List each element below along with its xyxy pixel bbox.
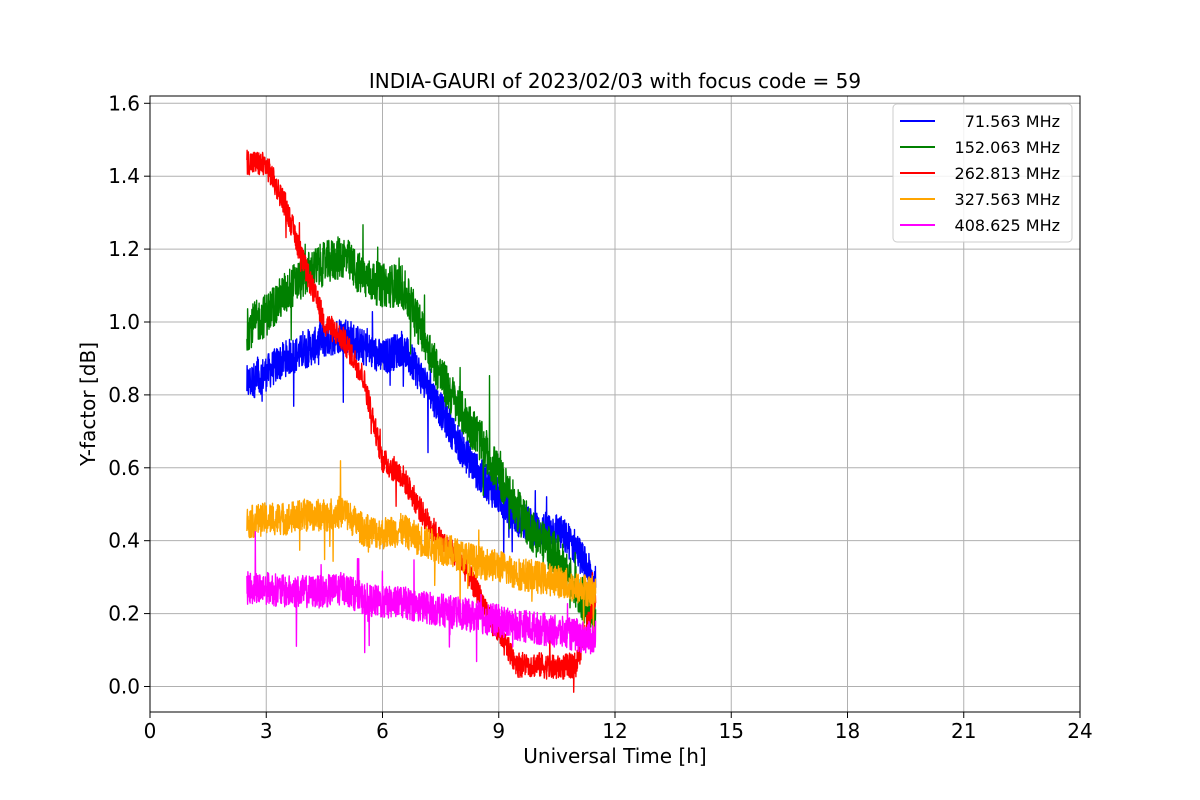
x-tick-label: 3 [260,719,273,743]
y-tick-label: 0.0 [108,674,140,698]
x-tick-label: 18 [835,719,860,743]
x-tick-label: 24 [1067,719,1092,743]
y-tick-label: 0.4 [108,529,140,553]
y-tick-label: 1.2 [108,237,140,261]
x-tick-label: 6 [376,719,389,743]
x-tick-label: 15 [719,719,744,743]
x-axis-label: Universal Time [h] [523,744,706,768]
legend-label: 71.563 MHz [965,112,1060,131]
y-tick-label: 0.6 [108,456,140,480]
x-tick-label: 9 [492,719,505,743]
x-tick-label: 21 [951,719,976,743]
legend-label: 152.063 MHz [955,138,1060,157]
y-tick-label: 0.8 [108,383,140,407]
y-axis-label: Y-factor [dB] [76,342,100,467]
chart-title: INDIA-GAURI of 2023/02/03 with focus cod… [369,69,861,93]
series-line-4 [246,460,597,634]
legend-label: 408.625 MHz [955,216,1060,235]
x-tick-label: 0 [144,719,157,743]
x-tick-label: 12 [602,719,627,743]
series-layer [246,149,597,693]
series-line-2 [246,224,597,640]
series-line-3 [246,149,597,693]
legend-label: 262.813 MHz [955,164,1060,183]
legend-box [892,103,1073,243]
legend: 71.563 MHz 152.063 MHz 262.813 MHz 327.563 … [892,103,1073,243]
y-tick-label: 1.6 [108,91,140,115]
y-tick-label: 1.4 [108,164,140,188]
legend-label: 327.563 MHz [955,190,1060,209]
axis-ticks: 0 3 6 9 12 15 18 21 24 0.0 0.2 0.4 0.6 0.8 1.0 1.2 1.4 1.… [108,91,1093,743]
series-line-5 [246,531,597,663]
y-tick-label: 0.2 [108,602,140,626]
y-tick-label: 1.0 [108,310,140,334]
